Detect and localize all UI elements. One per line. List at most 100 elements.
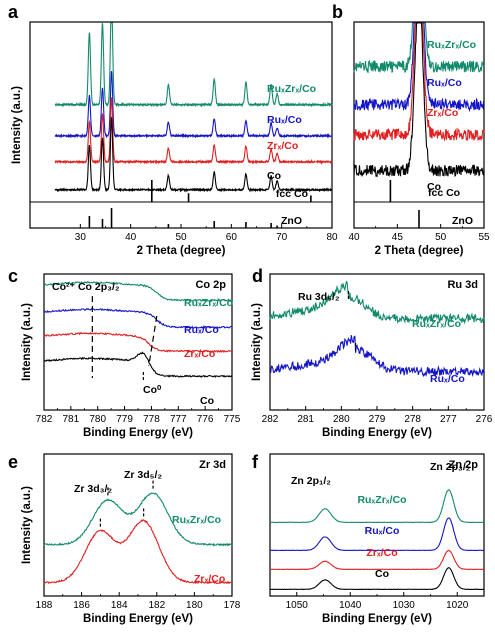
x-tick-label: 781: [63, 414, 80, 425]
panel-label: e: [8, 452, 18, 472]
y-axis-label: Intensity (a.u.): [251, 303, 263, 381]
x-tick-label: 1020: [446, 600, 469, 611]
series-line: [43, 351, 233, 378]
x-tick-label: 280: [333, 414, 350, 425]
x-tick-label: 70: [276, 232, 288, 243]
x-tick-label: 80: [326, 232, 338, 243]
x-tick-label: 780: [89, 414, 106, 425]
series-label: RuₓZrₓ/Co: [357, 494, 406, 506]
series-label: Zrₓ/Co: [366, 547, 397, 559]
x-tick-label: 778: [143, 414, 160, 425]
panel-label: d: [252, 266, 263, 286]
reference-label-fcc: fcc Co: [276, 188, 308, 200]
x-tick-label: 276: [476, 414, 493, 425]
x-axis-label: Binding Energy (eV): [322, 427, 432, 439]
series-label: RuₓZrₓ/Co: [412, 318, 461, 330]
series-line: [43, 307, 233, 329]
panel-f: 1050 1040 1030 1020 Binding Energy (eV) f Zn 2…: [252, 452, 485, 625]
x-tick-label: 40: [125, 232, 137, 243]
series-line: [43, 331, 233, 354]
x-tick-label: 281: [297, 414, 314, 425]
x-tick-label: 279: [369, 414, 386, 425]
x-axis-label: 2 Theta (degree): [137, 245, 226, 257]
series-label: RuₓZrₓ/Co: [184, 297, 233, 309]
panel-label: c: [8, 266, 18, 286]
series-label: Co: [375, 568, 389, 580]
panel-d: 282 281 280 279 278 277 276 Binding Energy (eV)…: [251, 266, 493, 439]
x-tick-label: 188: [36, 600, 53, 611]
x-tick-label: 278: [404, 414, 421, 425]
series-label: Ruₓ/Co: [430, 373, 465, 385]
y-axis-label: Intensity (a.u.): [21, 486, 33, 564]
series-line: [54, 96, 333, 165]
ru-annotation: Ru 3d₅/₂: [298, 291, 340, 303]
series-line: [269, 567, 485, 591]
reference-label-zno: ZnO: [281, 215, 302, 227]
x-tick-label: 184: [111, 600, 128, 611]
x-axis-label: 2 Theta (degree): [375, 245, 464, 257]
panel-b: 40 45 50 55 2 Theta (degree) b: [332, 2, 490, 257]
reference-label-fcc: fcc Co: [428, 187, 460, 199]
core-level-label: Co 2p: [195, 279, 226, 291]
x-tick-label: 777: [170, 414, 187, 425]
x-tick-label: 40: [348, 232, 360, 243]
core-level-label: Zr 3d: [199, 459, 226, 471]
core-level-label: Zn 2p: [449, 459, 479, 471]
series-label: Co: [200, 395, 214, 407]
x-tick-label: 55: [478, 232, 490, 243]
y-axis-label: Intensity (a.u.): [21, 303, 33, 381]
series-label: Ruₓ/Co: [365, 525, 400, 537]
series-line: [269, 517, 485, 552]
series-label: Co: [427, 181, 441, 193]
x-tick-label: 178: [224, 600, 241, 611]
series-line: [43, 492, 233, 547]
series-label: Zrₓ/Co: [184, 348, 215, 360]
zr52-annotation: Zr 3d₅/₂: [124, 469, 162, 481]
zn12-annotation: Zn 2p₁/₂: [291, 475, 331, 487]
x-tick-label: 1030: [393, 600, 416, 611]
zr32-annotation: Zr 3d₃/₂: [74, 483, 112, 495]
x-tick-label: 50: [435, 232, 447, 243]
core-level-label: Ru 3d: [447, 279, 478, 291]
series-line: [269, 280, 485, 325]
series-label: Ruₓ/Co: [427, 77, 462, 89]
x-tick-label: 1050: [286, 600, 309, 611]
series-line: [54, 116, 333, 193]
x-tick-label: 1040: [339, 600, 362, 611]
series-line: [54, 71, 333, 139]
series-label: RuₓZrₓ/Co: [267, 83, 316, 95]
panel-label: b: [332, 2, 343, 22]
series-label: RuₓZrₓ/Co: [427, 39, 476, 51]
x-tick-label: 782: [36, 414, 53, 425]
panel-c: 782 781 780 779 778 777 776 775 Binding Energy (…: [8, 266, 241, 439]
co2-annotation: Co²⁺ Co 2p₃/₂: [52, 281, 120, 293]
co0-annotation: Co⁰: [143, 384, 162, 396]
x-axis-label: Binding Energy (eV): [83, 427, 193, 439]
x-tick-label: 45: [392, 232, 404, 243]
x-tick-label: 182: [148, 600, 165, 611]
series-label: Ruₓ/Co: [184, 324, 219, 336]
reference-label-zno: ZnO: [452, 215, 473, 227]
y-axis-label: Intensity (a.u.): [11, 86, 23, 164]
series-label: Zrₓ/Co: [194, 573, 225, 585]
x-tick-label: 186: [73, 600, 90, 611]
series-line: [353, 22, 485, 178]
x-tick-label: 60: [226, 232, 238, 243]
series-label: Zrₓ/Co: [427, 107, 458, 119]
series-line: [269, 335, 485, 378]
x-tick-label: 50: [175, 232, 187, 243]
series-line: [43, 519, 233, 585]
plot-frame: [43, 273, 233, 411]
series-line: [43, 281, 233, 302]
x-axis-label: Binding Energy (eV): [83, 613, 193, 625]
panel-label: a: [8, 2, 19, 22]
zn32-annotation: Zn 2p₃/₂: [430, 461, 471, 473]
x-tick-label: 30: [75, 232, 87, 243]
panel-a: 30 40 50 60 70 80 2 Theta (degree) Intensity (a…: [8, 2, 338, 257]
x-tick-label: 779: [116, 414, 133, 425]
series-line: [269, 489, 485, 524]
x-tick-label: 277: [440, 414, 457, 425]
series-label: Ruₓ/Co: [267, 114, 302, 126]
series-label: Co: [267, 170, 281, 182]
